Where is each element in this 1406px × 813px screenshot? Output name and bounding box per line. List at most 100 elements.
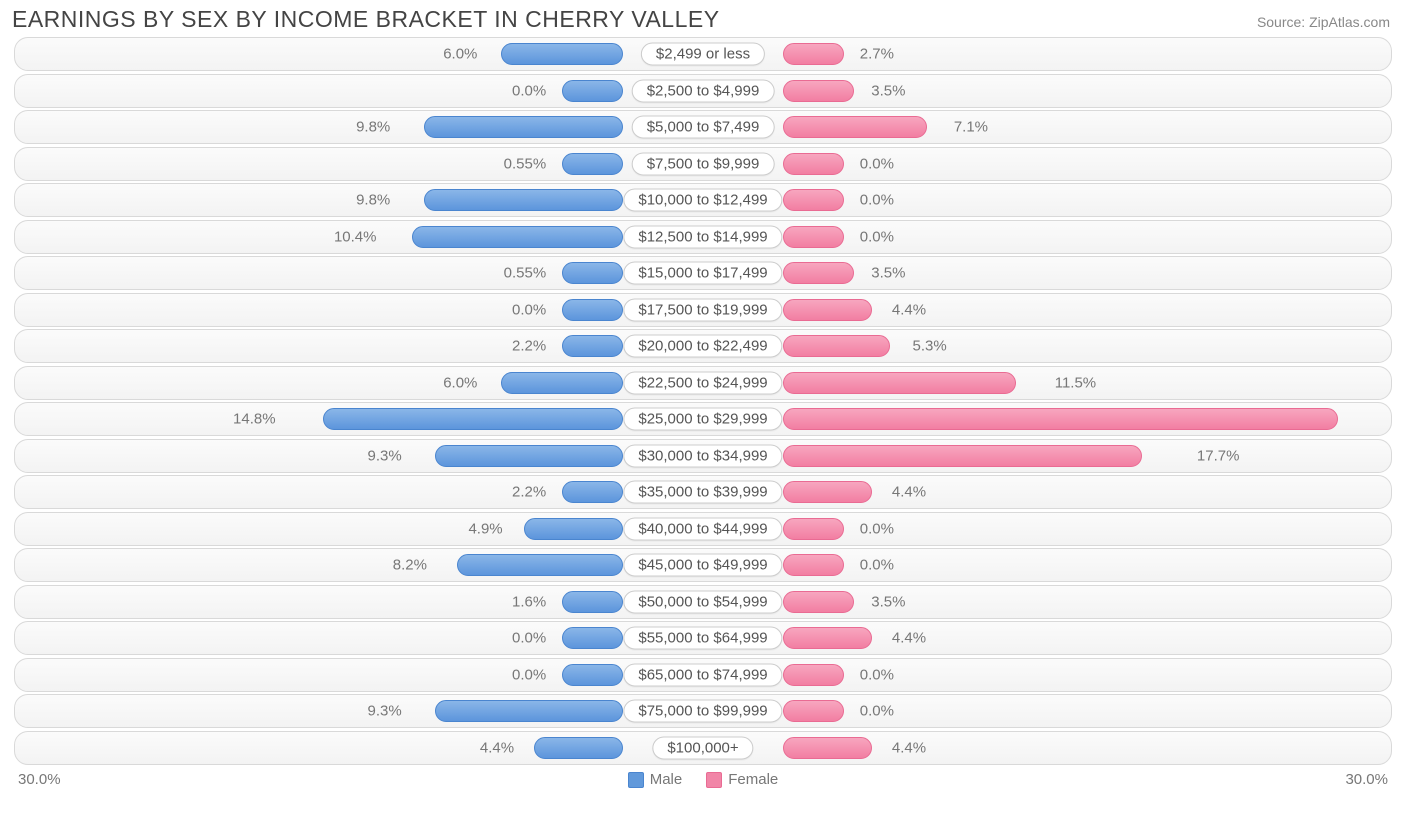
male-value-label: 1.6% — [512, 593, 546, 610]
female-bar — [783, 80, 854, 102]
bracket-label: $75,000 to $99,999 — [623, 700, 782, 723]
axis-right-max: 30.0% — [1345, 771, 1388, 788]
male-bar — [501, 43, 623, 65]
male-half: 4.4% — [15, 732, 703, 764]
female-value-label: 4.4% — [892, 630, 926, 647]
chart-row: 9.3% 0.0% $75,000 to $99,999 — [14, 694, 1392, 728]
bracket-label: $30,000 to $34,999 — [623, 444, 782, 467]
female-bar — [783, 518, 844, 540]
female-bar — [783, 226, 844, 248]
male-half: 14.8% — [15, 403, 703, 435]
male-value-label: 9.8% — [356, 192, 390, 209]
female-bar — [783, 700, 844, 722]
female-half: 27.4% — [703, 403, 1391, 435]
female-bar — [783, 408, 1338, 430]
male-bar — [435, 445, 623, 467]
female-half: 2.7% — [703, 38, 1391, 70]
male-half: 1.6% — [15, 586, 703, 618]
male-bar — [562, 481, 623, 503]
female-half: 4.4% — [703, 622, 1391, 654]
male-value-label: 4.9% — [468, 520, 502, 537]
male-half: 6.0% — [15, 38, 703, 70]
male-half: 0.0% — [15, 659, 703, 691]
chart-source: Source: ZipAtlas.com — [1257, 14, 1390, 30]
female-bar — [783, 372, 1016, 394]
female-value-label: 0.0% — [860, 192, 894, 209]
female-half: 4.4% — [703, 732, 1391, 764]
male-half: 9.8% — [15, 111, 703, 143]
female-half: 5.3% — [703, 330, 1391, 362]
male-half: 10.4% — [15, 221, 703, 253]
female-value-label: 0.0% — [860, 155, 894, 172]
female-value-label: 11.5% — [1055, 374, 1096, 391]
female-half: 0.0% — [703, 184, 1391, 216]
female-bar — [783, 664, 844, 686]
chart-row: 2.2%5.3%$20,000 to $22,499 — [14, 329, 1392, 363]
female-half: 3.5% — [703, 586, 1391, 618]
chart-row: 0.0%3.5%$2,500 to $4,999 — [14, 74, 1392, 108]
female-value-label: 0.0% — [860, 520, 894, 537]
male-bar — [562, 627, 623, 649]
female-value-label: 0.0% — [860, 703, 894, 720]
female-swatch-icon — [706, 772, 722, 788]
male-value-label: 0.0% — [512, 630, 546, 647]
chart-row: 0.55%3.5%$15,000 to $17,499 — [14, 256, 1392, 290]
male-bar — [524, 518, 623, 540]
female-value-label: 3.5% — [871, 593, 905, 610]
female-half: 4.4% — [703, 476, 1391, 508]
bracket-label: $65,000 to $74,999 — [623, 663, 782, 686]
chart-row: 1.6%3.5%$50,000 to $54,999 — [14, 585, 1392, 619]
female-value-label: 5.3% — [913, 338, 947, 355]
male-swatch-icon — [628, 772, 644, 788]
female-bar — [783, 189, 844, 211]
female-bar — [783, 445, 1142, 467]
chart-row: 0.0% 0.0% $65,000 to $74,999 — [14, 658, 1392, 692]
male-value-label: 10.4% — [334, 228, 377, 245]
legend-male: Male — [628, 771, 683, 788]
male-value-label: 0.0% — [512, 666, 546, 683]
male-half: 0.55% — [15, 257, 703, 289]
male-bar — [424, 189, 623, 211]
male-bar — [562, 591, 623, 613]
female-half: 0.0% — [703, 695, 1391, 727]
chart-row: 9.3%17.7%$30,000 to $34,999 — [14, 439, 1392, 473]
chart-row: 0.55%0.0%$7,500 to $9,999 — [14, 147, 1392, 181]
female-bar — [783, 153, 844, 175]
male-value-label: 6.0% — [443, 46, 477, 63]
female-bar — [783, 554, 844, 576]
male-bar — [562, 80, 623, 102]
male-value-label: 4.4% — [480, 739, 514, 756]
chart-row: 9.8%7.1%$5,000 to $7,499 — [14, 110, 1392, 144]
male-bar — [323, 408, 623, 430]
male-bar — [562, 664, 623, 686]
chart-row: 9.8%0.0%$10,000 to $12,499 — [14, 183, 1392, 217]
chart-row: 10.4%0.0%$12,500 to $14,999 — [14, 220, 1392, 254]
chart-body: 6.0%2.7%$2,499 or less0.0%3.5%$2,500 to … — [0, 37, 1406, 765]
bracket-label: $100,000+ — [652, 736, 753, 759]
male-half: 2.2% — [15, 476, 703, 508]
female-half: 0.0% — [703, 513, 1391, 545]
female-half: 0.0% — [703, 549, 1391, 581]
chart-row: 6.0%2.7%$2,499 or less — [14, 37, 1392, 71]
male-bar — [501, 372, 623, 394]
female-half: 11.5% — [703, 367, 1391, 399]
chart-row: 6.0% 11.5% $22,500 to $24,999 — [14, 366, 1392, 400]
male-value-label: 0.55% — [504, 265, 547, 282]
male-value-label: 6.0% — [443, 374, 477, 391]
chart-row: 4.9%0.0%$40,000 to $44,999 — [14, 512, 1392, 546]
male-half: 2.2% — [15, 330, 703, 362]
axis-left-max: 30.0% — [18, 771, 61, 788]
male-value-label: 8.2% — [393, 557, 427, 574]
female-value-label: 2.7% — [860, 46, 894, 63]
bracket-label: $22,500 to $24,999 — [623, 371, 782, 394]
bracket-label: $17,500 to $19,999 — [623, 298, 782, 321]
male-bar — [562, 153, 623, 175]
male-bar — [534, 737, 623, 759]
female-half: 4.4% — [703, 294, 1391, 326]
chart-row: 4.4%4.4%$100,000+ — [14, 731, 1392, 765]
male-bar — [412, 226, 623, 248]
female-value-label: 0.0% — [860, 666, 894, 683]
legend-female: Female — [706, 771, 778, 788]
female-value-label: 0.0% — [860, 557, 894, 574]
male-value-label: 9.3% — [368, 703, 402, 720]
